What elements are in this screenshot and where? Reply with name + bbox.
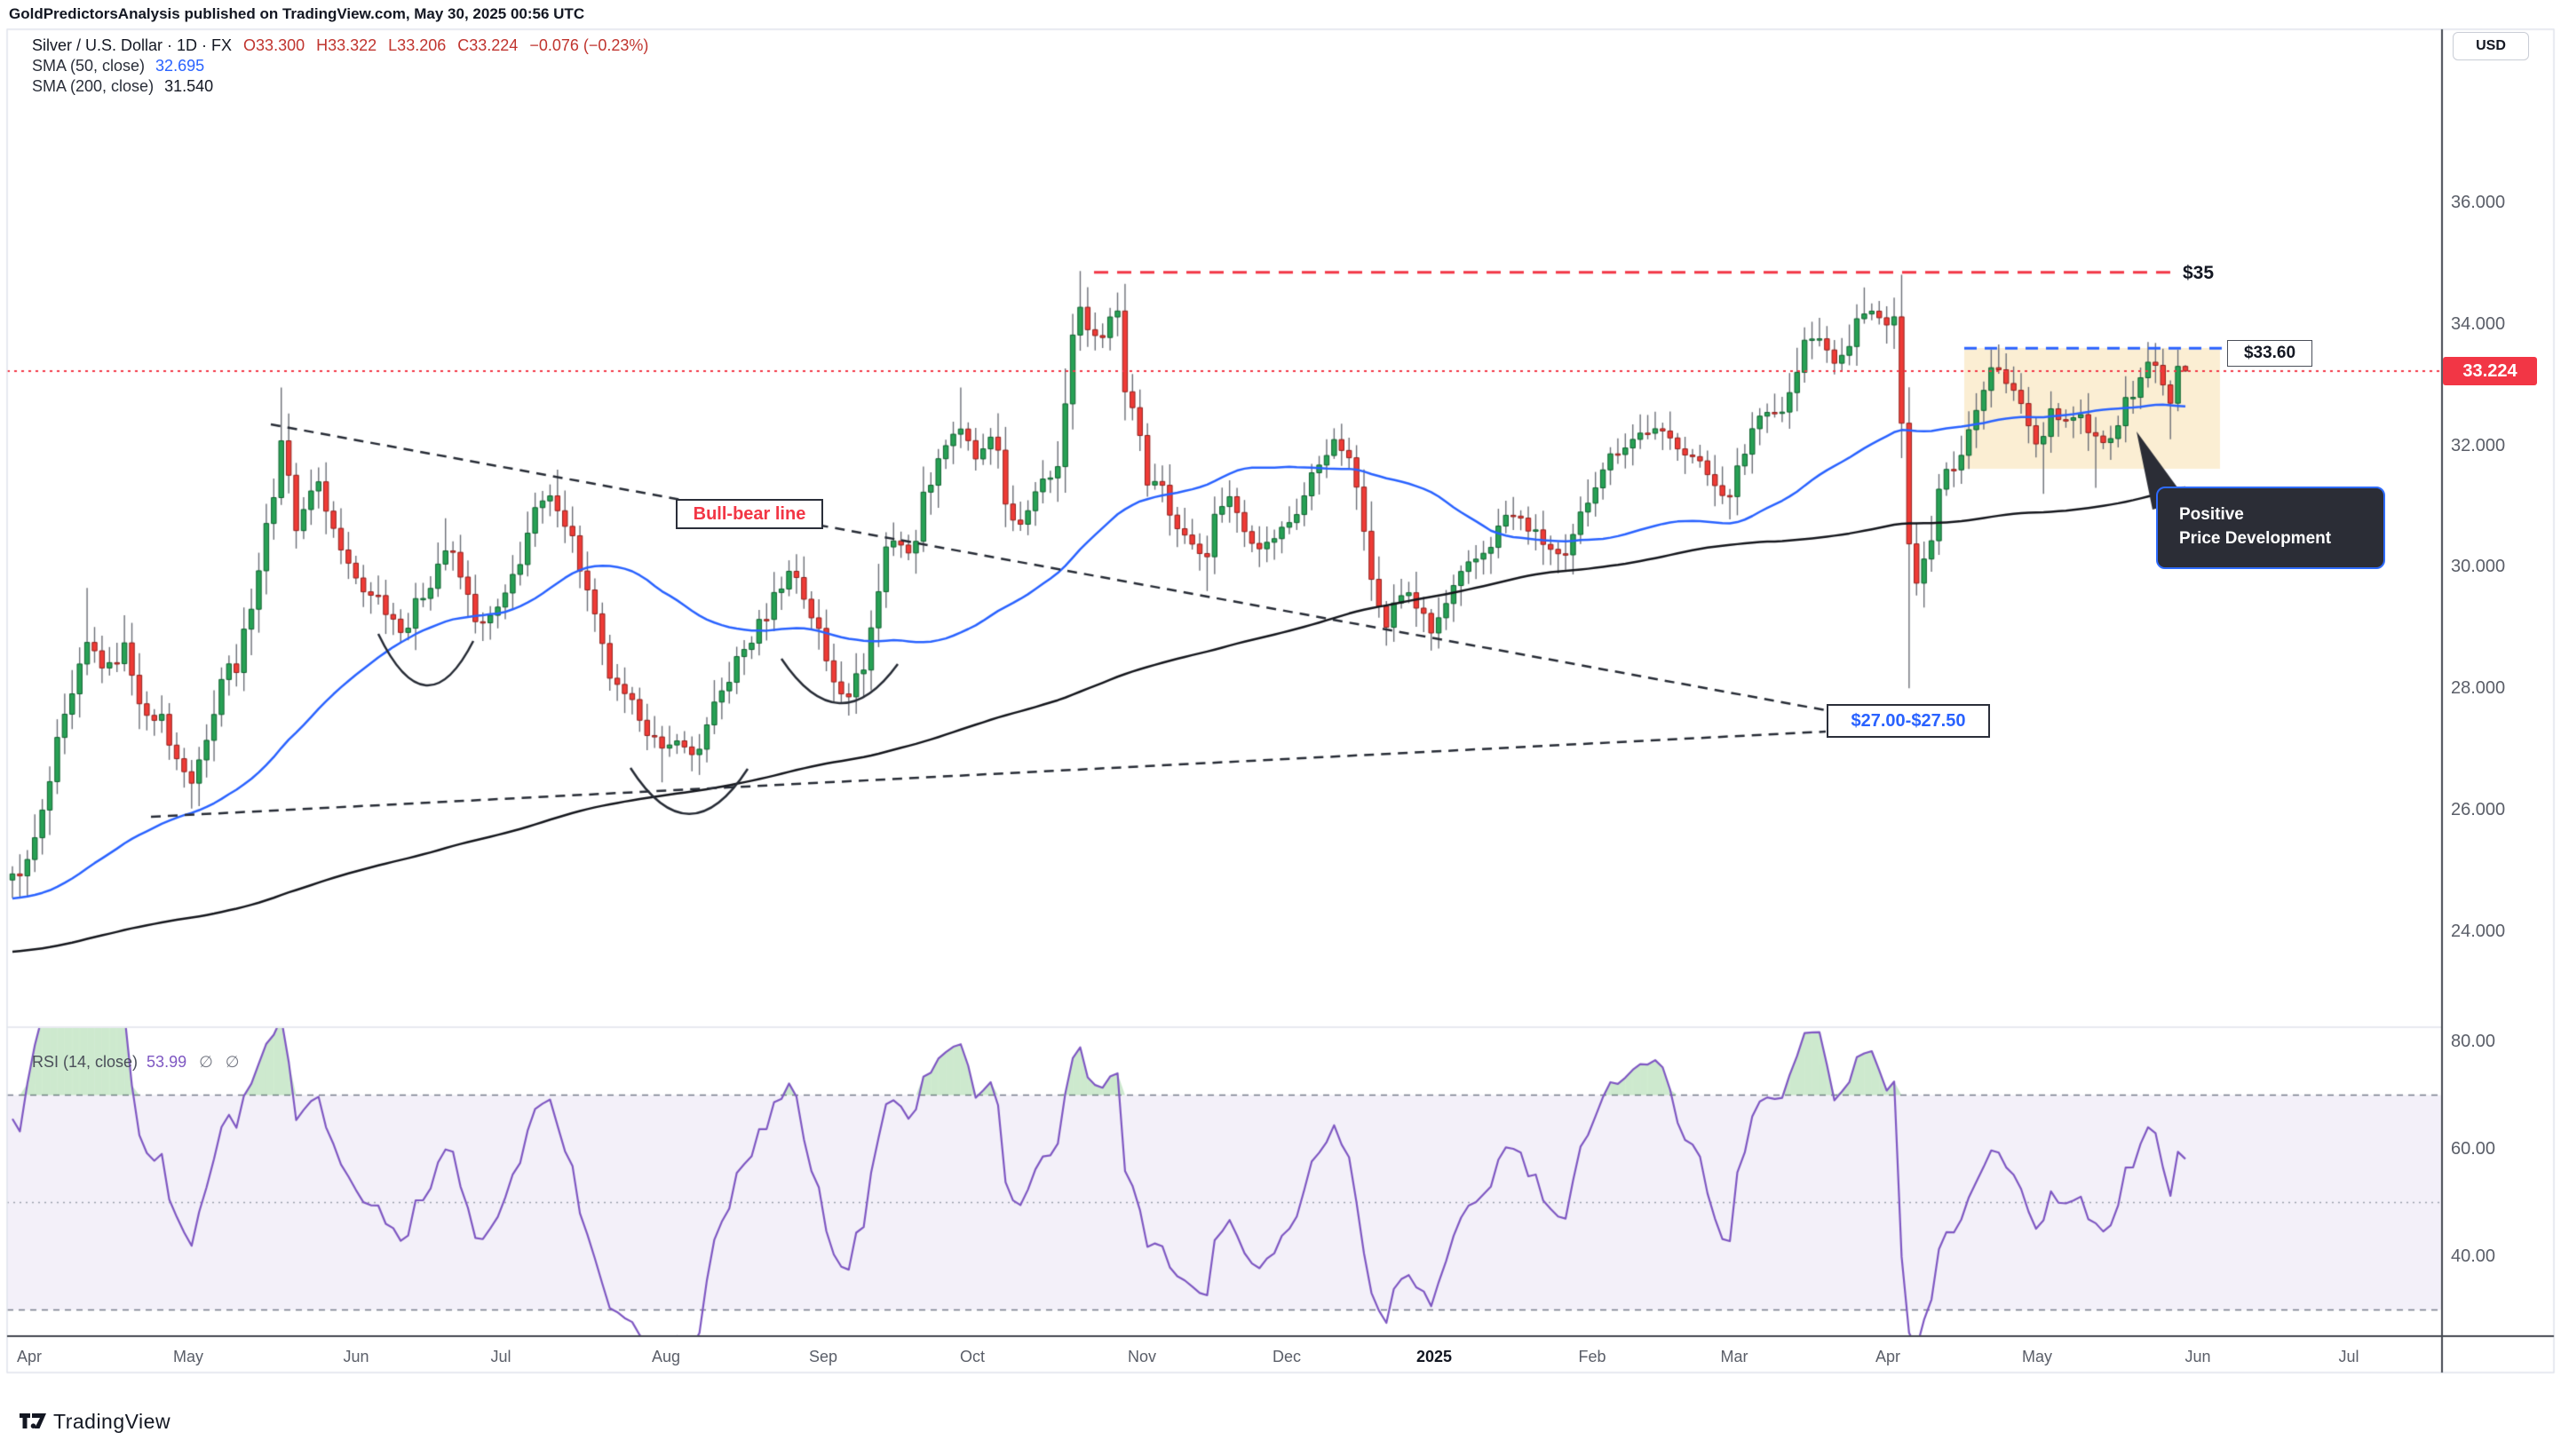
tradingview-logo[interactable]: TradingView <box>20 1410 170 1434</box>
month-label: May <box>172 1348 203 1365</box>
positive-price-development-callout[interactable]: Positive Price Development <box>2156 487 2385 569</box>
month-label: Mar <box>1720 1348 1748 1365</box>
hidden-indicator-icon[interactable]: ∅ <box>225 1053 240 1071</box>
price-tick-label: 26.000 <box>2451 800 2506 819</box>
tradingview-logo-icon <box>20 1412 46 1428</box>
month-label: Dec <box>1272 1348 1301 1365</box>
sma50-label[interactable]: SMA (50, close) <box>32 57 146 75</box>
price-tick-label: 36.000 <box>2451 193 2506 212</box>
ohlc-open: O33.300 <box>243 36 305 54</box>
month-label: Feb <box>1578 1348 1606 1365</box>
ohlc-close: C33.224 <box>457 36 519 54</box>
price-tick-label: 32.000 <box>2451 435 2506 455</box>
tradingview-logo-text: TradingView <box>53 1410 171 1433</box>
symbol-title[interactable]: Silver / U.S. Dollar · 1D · FX <box>32 36 233 54</box>
rsi-tick-label: 60.00 <box>2451 1139 2496 1159</box>
callout-line-2: Price Development <box>2179 529 2332 548</box>
month-label: May <box>2021 1348 2052 1365</box>
month-label: 2025 <box>1415 1348 1453 1365</box>
last-price-badge: 33.224 <box>2443 356 2537 385</box>
bull-bear-line-label[interactable]: Bull-bear line <box>676 499 823 529</box>
symbol-legend: Silver / U.S. Dollar · 1D · FX O33.300 H33… <box>32 36 648 97</box>
ohlc-change: −0.076 (−0.23%) <box>529 36 649 54</box>
month-label: Nov <box>1127 1348 1156 1365</box>
month-label: Jul <box>490 1348 511 1365</box>
sma200-value: 31.540 <box>164 77 214 95</box>
sma50-row: SMA (50, close) 32.695 <box>32 56 648 76</box>
hidden-indicator-icon[interactable]: ∅ <box>199 1053 213 1071</box>
month-label: Oct <box>959 1348 985 1365</box>
price-tick-label: 30.000 <box>2451 557 2506 577</box>
target-zone-label[interactable]: $27.00-$27.50 <box>1827 704 1990 738</box>
sma200-row: SMA (200, close) 31.540 <box>32 76 648 97</box>
sma200-label[interactable]: SMA (200, close) <box>32 77 155 95</box>
price-tick-label: 34.000 <box>2451 313 2506 334</box>
month-label: Jun <box>343 1348 369 1365</box>
month-label: Apr <box>16 1348 42 1365</box>
rsi-value: 53.99 <box>147 1053 187 1071</box>
symbol-row: Silver / U.S. Dollar · 1D · FX O33.300 H33… <box>32 36 648 56</box>
rsi-label[interactable]: RSI (14, close) <box>32 1053 139 1071</box>
rsi-tick-label: 40.00 <box>2451 1246 2496 1266</box>
month-label: Sep <box>808 1348 838 1365</box>
currency-axis-button[interactable]: USD <box>2453 32 2529 60</box>
ohlc-high: H33.322 <box>316 36 377 54</box>
month-label: Jun <box>2184 1348 2211 1365</box>
callout-line-1: Positive <box>2179 505 2244 524</box>
rsi-tick-label: 80.00 <box>2451 1032 2496 1051</box>
rsi-legend: RSI (14, close) 53.99 ∅ ∅ <box>32 1053 239 1072</box>
resistance-35-label[interactable]: $35 <box>2183 263 2215 283</box>
ohlc-low: L33.206 <box>388 36 447 54</box>
month-label: Apr <box>1875 1348 1900 1365</box>
publication-header: GoldPredictorsAnalysis published on Trad… <box>9 5 585 22</box>
price-tick-label: 24.000 <box>2451 921 2506 941</box>
price-tick-label: 28.000 <box>2451 678 2506 699</box>
breakout-3360-label[interactable]: $33.60 <box>2227 340 2312 367</box>
month-label: Jul <box>2338 1348 2359 1365</box>
sma50-value: 32.695 <box>155 57 205 75</box>
month-label: Aug <box>651 1348 681 1365</box>
